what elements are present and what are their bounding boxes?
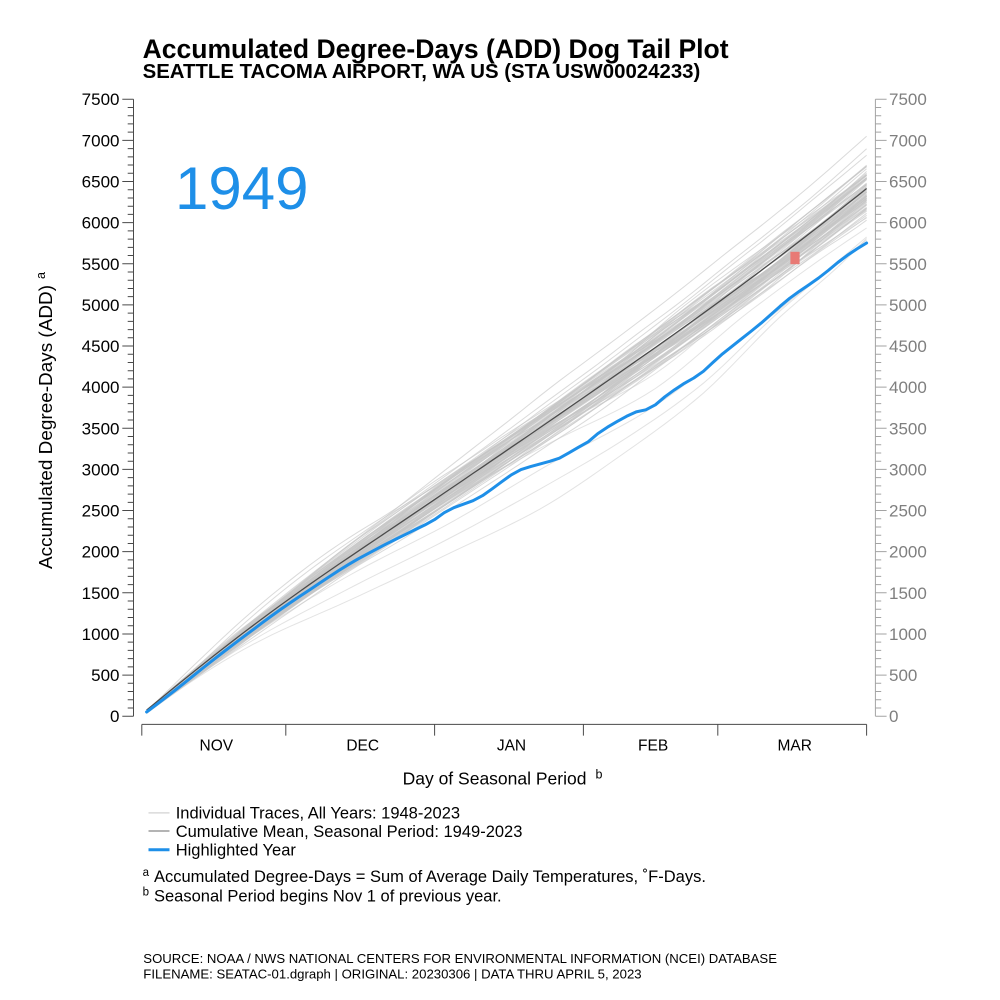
svg-text:1949: 1949 [175,155,308,222]
svg-text:JAN: JAN [497,738,526,755]
svg-text:5500: 5500 [82,255,120,274]
svg-text:5500: 5500 [889,255,927,274]
svg-text:6500: 6500 [82,173,120,192]
svg-text:b: b [143,886,149,898]
svg-text:2500: 2500 [889,502,927,521]
svg-text:2000: 2000 [82,543,120,562]
svg-text:4500: 4500 [889,337,927,356]
svg-text:SEATTLE TACOMA AIRPORT, WA US: SEATTLE TACOMA AIRPORT, WA US (STA USW00… [143,61,701,83]
svg-text:Accumulated Degree-Days = Sum: Accumulated Degree-Days = Sum of Average… [154,868,706,886]
svg-text:6000: 6000 [82,214,120,233]
svg-text:b: b [596,768,603,782]
svg-text:0: 0 [110,707,119,726]
svg-text:1500: 1500 [889,584,927,603]
svg-text:a: a [34,272,48,279]
svg-text:MAR: MAR [777,738,811,755]
svg-text:Individual Traces, All Years:: Individual Traces, All Years: 1948-2023 [176,805,460,823]
svg-text:Highlighted Year: Highlighted Year [176,842,297,860]
svg-text:Seasonal Period begins Nov 1 o: Seasonal Period begins Nov 1 of previous… [154,887,502,905]
svg-text:NOV: NOV [200,738,234,755]
svg-text:FEB: FEB [638,738,668,755]
svg-text:Cumulative Mean, Seasonal Peri: Cumulative Mean, Seasonal Period: 1949-2… [176,823,523,841]
svg-text:Day of Seasonal Period: Day of Seasonal Period [403,768,587,788]
svg-text:7000: 7000 [889,131,927,150]
svg-text:7000: 7000 [82,131,120,150]
svg-text:1500: 1500 [82,584,120,603]
svg-text:4000: 4000 [889,378,927,397]
svg-text:Accumulated Degree-Days (ADD): Accumulated Degree-Days (ADD) [36,285,56,569]
svg-text:3500: 3500 [82,419,120,438]
svg-text:Accumulated Degree-Days (ADD): Accumulated Degree-Days (ADD) Dog Tail P… [143,34,729,64]
svg-text:6500: 6500 [889,173,927,192]
svg-text:7500: 7500 [889,90,927,109]
svg-text:5000: 5000 [889,296,927,315]
svg-text:3000: 3000 [889,460,927,479]
svg-text:2000: 2000 [889,543,927,562]
svg-text:SOURCE: NOAA / NWS NATIONAL CE: SOURCE: NOAA / NWS NATIONAL CENTERS FOR … [143,951,777,966]
svg-text:5000: 5000 [82,296,120,315]
svg-text:0: 0 [889,707,898,726]
svg-text:3500: 3500 [889,419,927,438]
svg-text:3000: 3000 [82,460,120,479]
svg-text:6000: 6000 [889,214,927,233]
svg-text:FILENAME: SEATAC-01.dgraph | O: FILENAME: SEATAC-01.dgraph | ORIGINAL: 2… [143,966,641,981]
svg-text:1000: 1000 [82,625,120,644]
svg-text:a: a [143,867,150,879]
svg-text:4500: 4500 [82,337,120,356]
svg-text:DEC: DEC [346,738,379,755]
svg-text:500: 500 [91,666,119,685]
svg-text:7500: 7500 [82,90,120,109]
svg-text:1000: 1000 [889,625,927,644]
svg-text:2500: 2500 [82,502,120,521]
svg-text:4000: 4000 [82,378,120,397]
svg-text:500: 500 [889,666,917,685]
